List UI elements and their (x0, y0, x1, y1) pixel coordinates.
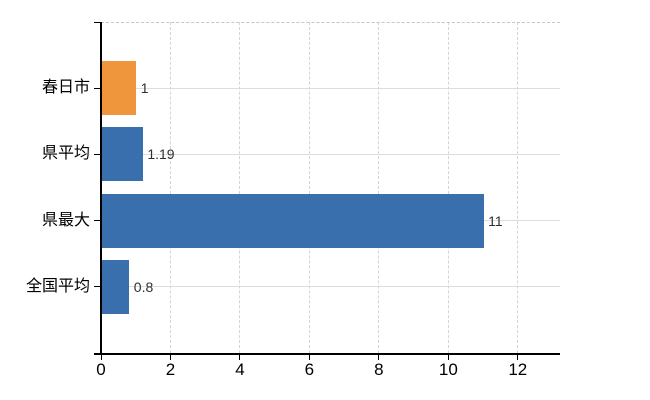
bar-value-label: 1.19 (147, 146, 175, 163)
vertical-gridline (169, 22, 172, 353)
x-axis-tick (447, 354, 449, 360)
y-axis-line (99, 22, 102, 353)
x-axis-tick (378, 354, 380, 360)
x-axis-tick (100, 354, 102, 360)
y-axis-label: 県最大 (41, 211, 90, 229)
bar-2 (101, 193, 484, 248)
y-axis-tick (94, 220, 101, 222)
vertical-gridline (447, 22, 450, 353)
y-axis-label: 県平均 (41, 145, 90, 163)
x-axis-tick-label: 4 (235, 360, 245, 379)
x-axis-tick-label: 0 (96, 360, 106, 379)
bar-value-label: 0.8 (133, 278, 154, 295)
horizontal-gridline (101, 87, 560, 89)
y-axis-tick (94, 87, 101, 89)
y-axis-tick (94, 286, 101, 288)
y-axis-label: 全国平均 (25, 277, 90, 295)
y-axis-tick (94, 22, 101, 23)
bar-value-label: 11 (488, 212, 503, 229)
vertical-gridline (378, 22, 380, 353)
vertical-gridline (517, 22, 519, 353)
x-axis-tick (308, 354, 310, 360)
horizontal-gridline (101, 153, 560, 155)
x-axis-tick (239, 354, 241, 360)
x-axis-tick-label: 12 (508, 360, 528, 379)
vertical-gridline (239, 22, 241, 353)
y-axis-tick (94, 153, 101, 155)
bar-1 (101, 127, 143, 182)
x-axis-line (94, 352, 560, 355)
bar-value-label: 1 (140, 80, 149, 97)
horizontal-gridline (101, 286, 560, 288)
x-axis-tick (517, 354, 519, 360)
x-axis-tick-label: 6 (304, 360, 315, 379)
bar-0 (101, 61, 137, 116)
y-axis-label: 春日市 (41, 79, 90, 97)
x-axis-tick-label: 10 (438, 360, 458, 379)
x-axis-tick-label: 2 (165, 360, 176, 379)
bar-3 (101, 259, 130, 314)
x-axis-tick-label: 8 (374, 360, 384, 379)
vertical-gridline (308, 22, 311, 353)
plot-top-border (101, 22, 560, 23)
x-axis-tick (169, 354, 171, 360)
